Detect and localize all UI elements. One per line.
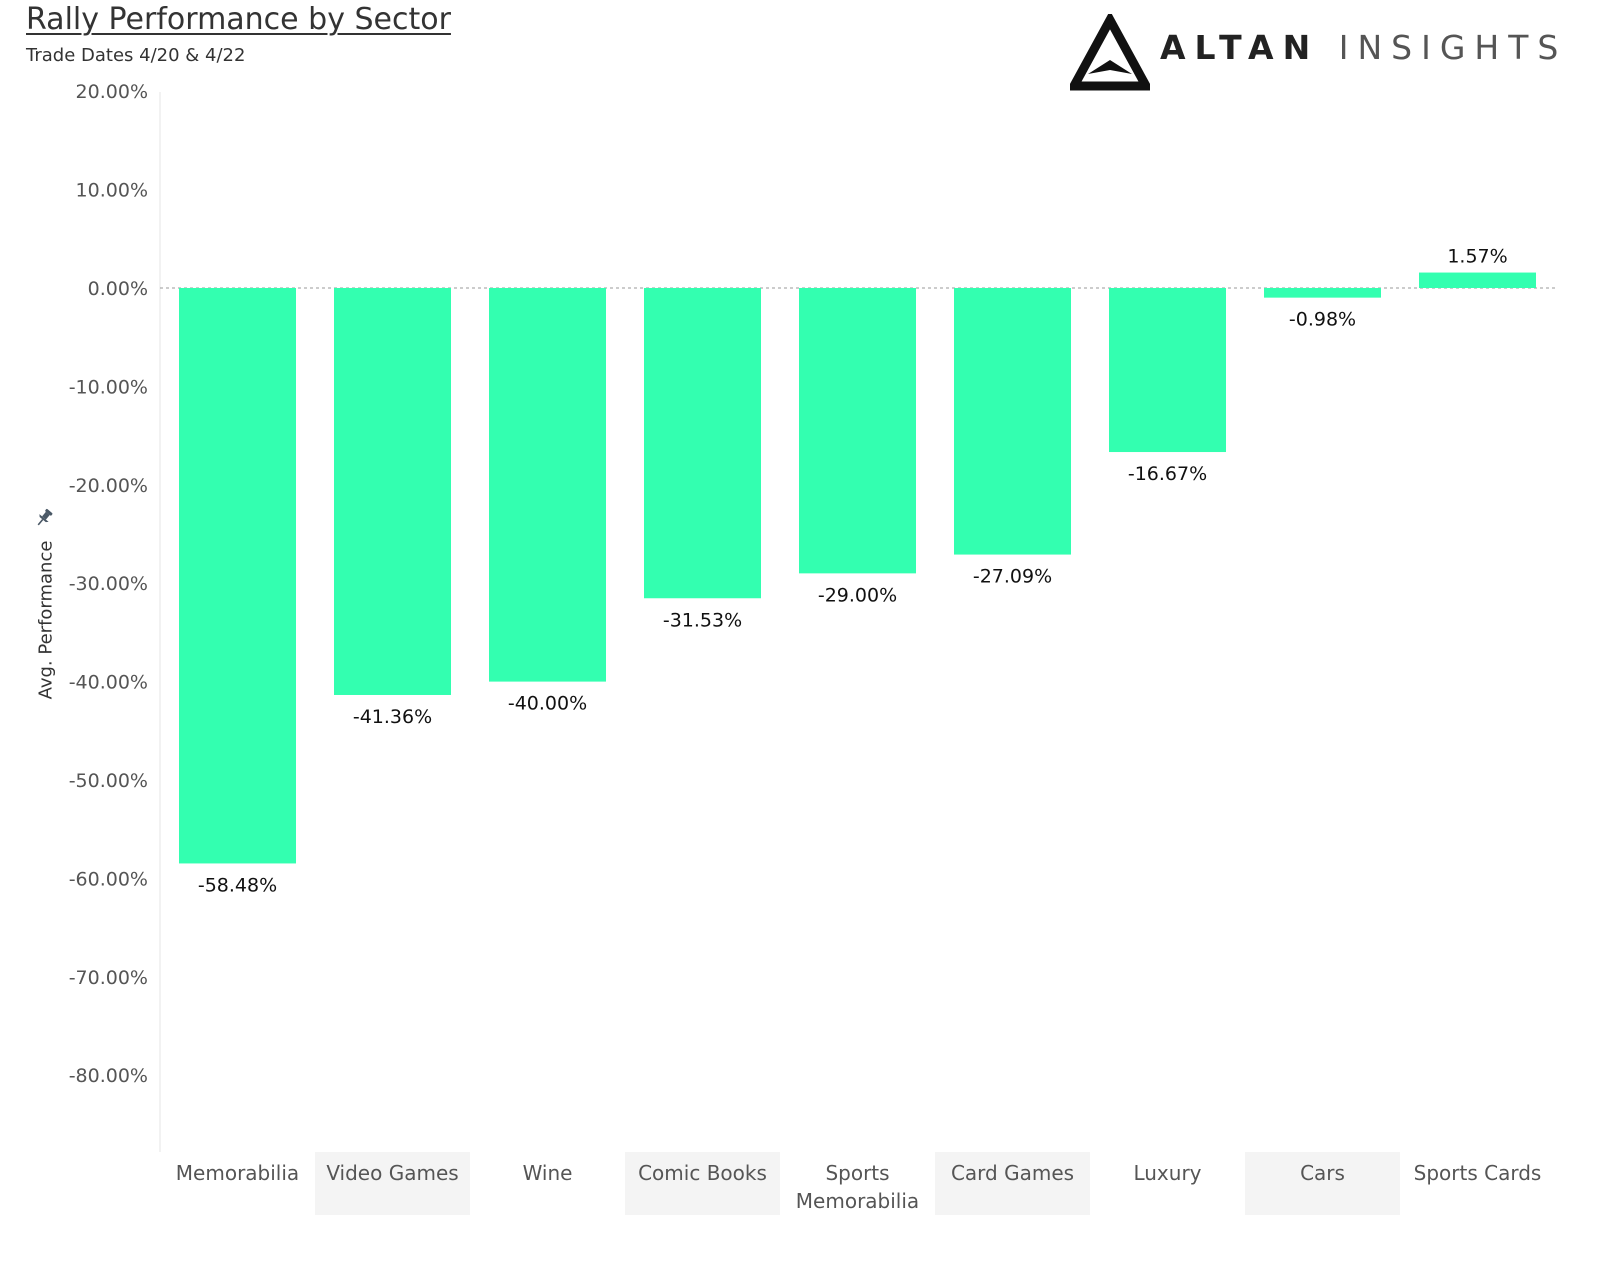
x-axis-ticks: Memorabilia Video Games Wine Comic Books Spo… [176,1161,1542,1213]
y-tick-label: 10.00% [76,180,148,202]
bar[interactable] [1264,288,1381,298]
value-label: -0.98% [1289,309,1356,331]
value-label: -29.00% [818,584,897,606]
category-band [1245,1152,1400,1215]
bars [179,272,1536,864]
y-axis-ticks: 20.00% 10.00% 0.00% -10.00% -20.00% -30.00% -4… [69,81,148,1087]
bar[interactable] [489,288,606,682]
x-tick-label: Sports Cards [1414,1161,1542,1185]
x-tick-label: Wine [523,1161,573,1185]
x-tick-label: Video Games [326,1161,458,1185]
bar[interactable] [179,288,296,864]
chart-subtitle: Trade Dates 4/20 & 4/22 [26,45,246,66]
x-tick-label: Card Games [951,1161,1074,1185]
brand-word-insights: INSIGHTS [1338,28,1568,67]
value-label: -31.53% [663,609,742,631]
y-tick-label: -40.00% [69,672,148,694]
y-tick-label: -80.00% [69,1065,148,1087]
brand-name: ALTAN INSIGHTS [1160,28,1567,67]
bar[interactable] [644,288,761,599]
value-label: -27.09% [973,566,1052,588]
x-tick-label: Luxury [1133,1161,1201,1185]
value-label: -16.67% [1128,463,1207,485]
bar[interactable] [799,288,916,574]
value-labels: -58.48% -41.36% -40.00% -31.53% -29.00% -27.0… [198,246,1508,897]
category-band [315,1152,470,1215]
pin-icon[interactable] [33,507,55,529]
y-tick-label: -70.00% [69,967,148,989]
y-tick-label: 0.00% [88,278,148,300]
category-bands [315,1152,1400,1215]
value-label: -40.00% [508,693,587,715]
y-tick-label: -30.00% [69,573,148,595]
y-tick-label: -50.00% [69,770,148,792]
y-tick-label: -60.00% [69,868,148,890]
triangle-logo-icon [1070,14,1150,91]
x-tick-label: Comic Books [638,1161,767,1185]
value-label: -58.48% [198,874,277,896]
value-label: 1.57% [1447,246,1507,268]
bar[interactable] [1419,272,1536,288]
bar[interactable] [334,288,451,695]
y-tick-label: 20.00% [76,81,148,103]
chart-title: Rally Performance by Sector [26,2,451,37]
brand-word-altan: ALTAN [1160,28,1320,67]
category-band [625,1152,780,1215]
y-tick-label: -20.00% [69,475,148,497]
brand-logo: ALTAN INSIGHTS [1070,14,1558,92]
x-tick-label: Sports Memorabilia [796,1161,919,1213]
value-label: -41.36% [353,706,432,728]
category-band [935,1152,1090,1215]
x-tick-label: Memorabilia [176,1161,299,1185]
y-tick-label: -10.00% [69,376,148,398]
bar[interactable] [1109,288,1226,453]
bar[interactable] [954,288,1071,555]
x-tick-label: Cars [1300,1161,1345,1185]
